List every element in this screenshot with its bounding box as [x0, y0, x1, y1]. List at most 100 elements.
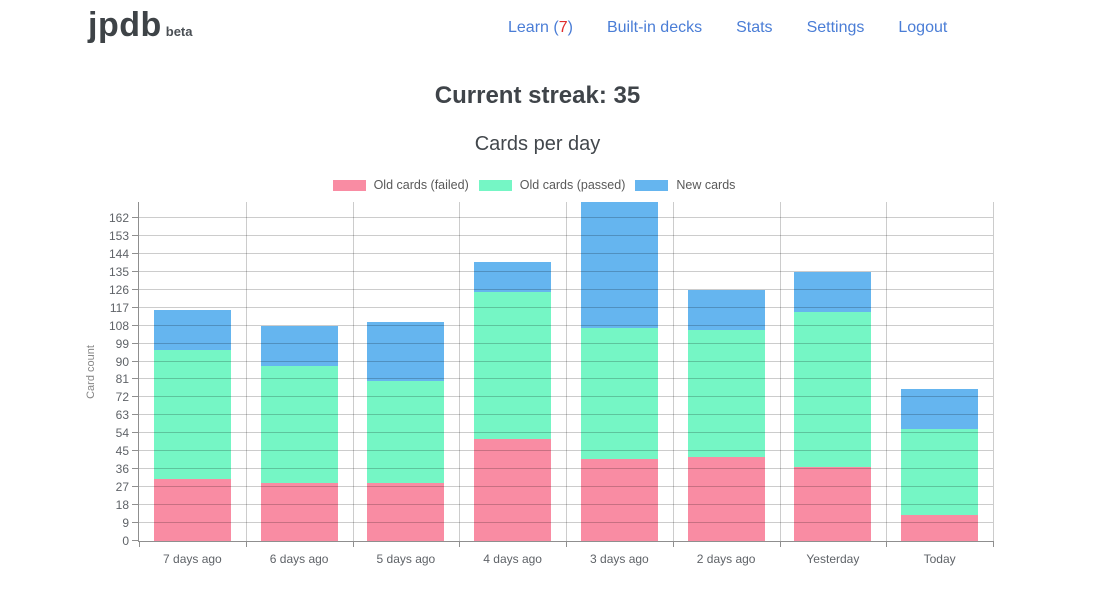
gridline	[139, 324, 993, 326]
bar-segment[interactable]	[474, 439, 552, 541]
bar-segment[interactable]	[794, 311, 872, 468]
bar-segment[interactable]	[153, 349, 231, 480]
nav-logout[interactable]: Logout	[898, 19, 948, 36]
x-tick-mark	[459, 541, 461, 547]
stacked-bar	[153, 202, 231, 541]
bar-segment[interactable]	[687, 289, 765, 330]
y-tick-label: 81	[115, 372, 129, 387]
bar-segment[interactable]	[474, 261, 552, 292]
nav-built-in-decks[interactable]: Built-in decks	[606, 19, 703, 36]
y-tick-mark	[132, 252, 138, 254]
bar-segment[interactable]	[153, 309, 231, 350]
gridline	[139, 432, 993, 434]
bar-segment[interactable]	[153, 479, 231, 541]
x-axis-label: 6 days ago	[269, 552, 329, 566]
y-axis-label: Card count	[85, 345, 97, 399]
bar-segment[interactable]	[580, 327, 658, 460]
bar-segment[interactable]	[687, 329, 765, 458]
x-axis-label: 3 days ago	[590, 552, 649, 566]
nav-stats[interactable]: Stats	[736, 19, 773, 36]
bar-segment[interactable]	[794, 467, 872, 541]
bar-segment[interactable]	[260, 483, 338, 541]
gridline	[139, 450, 993, 452]
y-tick-mark	[132, 504, 138, 506]
bar-segment[interactable]	[367, 381, 445, 484]
gridline	[352, 202, 354, 541]
jpdb-logo[interactable]: jpdb beta	[88, 6, 193, 45]
bar-segment[interactable]	[901, 515, 979, 541]
gridline	[245, 202, 247, 541]
x-axis-label: Yesterday	[806, 552, 860, 566]
category-column: 6 days ago	[246, 202, 353, 566]
stacked-bar	[367, 202, 445, 541]
y-tick-label: 27	[115, 480, 129, 495]
legend-swatch	[635, 179, 669, 191]
legend-item[interactable]: Old cards (failed)	[332, 178, 469, 192]
nav-learn-count: 7	[558, 19, 568, 36]
top-nav: Learn (7) Built-in decks Stats Settings …	[508, 19, 947, 37]
legend-swatch	[332, 179, 366, 191]
y-tick-label: 162	[108, 210, 129, 225]
x-tick-mark	[139, 541, 140, 547]
gridline	[672, 202, 674, 541]
y-tick-mark	[132, 216, 138, 218]
bar-segment[interactable]	[901, 389, 979, 430]
x-tick-mark	[672, 541, 674, 547]
bar-segment[interactable]	[367, 483, 445, 541]
x-tick-mark	[245, 541, 247, 547]
y-tick-label: 72	[115, 390, 129, 405]
category-column: 4 days ago	[459, 202, 566, 566]
bar-segment[interactable]	[794, 271, 872, 312]
bar-segment[interactable]	[367, 321, 445, 382]
y-tick-mark	[132, 540, 138, 541]
y-tick-label: 126	[108, 282, 129, 297]
stacked-bar	[687, 202, 765, 541]
x-tick-mark	[886, 541, 888, 547]
legend-item[interactable]: New cards	[635, 178, 735, 192]
y-tick-label: 99	[115, 336, 129, 351]
gridline	[139, 306, 993, 308]
gridline	[139, 360, 993, 362]
nav-learn[interactable]: Learn (7)	[508, 19, 573, 37]
y-tick-mark	[132, 432, 138, 434]
stacked-bar	[794, 202, 872, 541]
category-column: 3 days ago	[566, 202, 673, 566]
gridline	[779, 202, 781, 541]
y-tick-mark	[132, 234, 138, 236]
y-tick-mark	[132, 468, 138, 470]
streak-heading: Current streak: 35	[434, 82, 641, 109]
stacked-bar	[580, 202, 658, 541]
nav-settings[interactable]: Settings	[806, 19, 865, 36]
y-tick-mark	[132, 414, 138, 416]
x-axis-label: 2 days ago	[696, 552, 756, 566]
bar-segment[interactable]	[901, 429, 979, 516]
bar-segment[interactable]	[580, 459, 658, 541]
y-tick-mark	[132, 270, 138, 272]
bar-segment[interactable]	[474, 291, 552, 440]
x-tick-mark	[566, 541, 567, 547]
chart-title: Cards per day	[474, 133, 601, 155]
legend-item[interactable]: Old cards (passed)	[478, 178, 625, 192]
nav-learn-prefix: Learn (	[508, 19, 559, 36]
y-tick-mark	[132, 342, 138, 344]
bar-segment[interactable]	[260, 365, 338, 484]
bar-segment[interactable]	[260, 325, 338, 366]
bar-segment[interactable]	[580, 202, 658, 328]
bar-segment[interactable]	[687, 457, 765, 541]
x-axis-label: 7 days ago	[163, 552, 222, 566]
stacked-bar	[260, 202, 338, 541]
category-column: Today	[886, 202, 993, 566]
gridline	[459, 202, 461, 541]
x-axis-label: 4 days ago	[483, 552, 542, 566]
y-tick-label: 18	[115, 498, 129, 513]
y-tick-mark	[132, 360, 138, 362]
y-tick-label: 36	[115, 462, 129, 477]
gridline	[139, 234, 993, 236]
category-column: 2 days ago	[673, 202, 780, 566]
legend-label: New cards	[676, 178, 736, 192]
chart-plot-area: 0 9 18 27 36 45 54 63 72 81 90 99 108 117 126 135 144 153…	[109, 202, 994, 566]
y-tick-mark	[132, 324, 138, 326]
y-tick-mark	[132, 288, 138, 290]
gridline	[139, 378, 993, 380]
